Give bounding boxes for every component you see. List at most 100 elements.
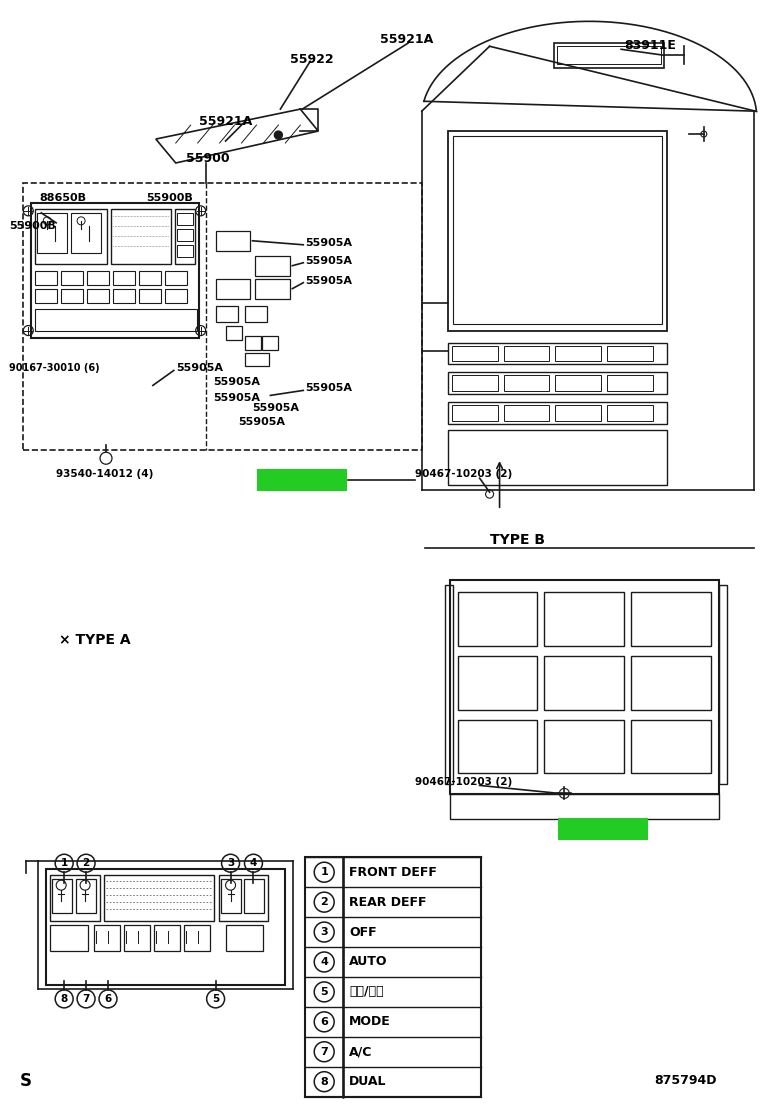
Bar: [451, 406, 498, 421]
Text: 2: 2: [82, 858, 90, 868]
Bar: [544, 719, 624, 774]
Bar: [245, 353, 269, 367]
Bar: [35, 270, 57, 285]
Bar: [607, 406, 653, 421]
Bar: [445, 585, 453, 784]
Text: 1: 1: [61, 858, 68, 868]
Text: 55900B: 55900B: [9, 221, 56, 231]
Bar: [35, 289, 57, 302]
Bar: [61, 270, 83, 285]
Text: 55905A: 55905A: [306, 384, 353, 394]
Bar: [556, 376, 601, 391]
Polygon shape: [156, 109, 318, 163]
Bar: [124, 925, 150, 951]
Bar: [175, 209, 195, 264]
Bar: [450, 794, 719, 820]
Bar: [87, 270, 109, 285]
FancyBboxPatch shape: [559, 818, 648, 841]
Bar: [557, 47, 661, 64]
Bar: [139, 270, 161, 285]
Bar: [451, 346, 498, 361]
Text: 7: 7: [320, 1046, 328, 1056]
Text: 90467-10203 (2): 90467-10203 (2): [415, 469, 512, 479]
Text: 55900: 55900: [185, 152, 230, 166]
Bar: [255, 279, 290, 299]
Bar: [177, 245, 193, 257]
Bar: [556, 406, 601, 421]
Bar: [453, 136, 662, 324]
Bar: [226, 925, 264, 951]
Bar: [113, 270, 135, 285]
Text: REAR DEFF: REAR DEFF: [349, 895, 426, 909]
Bar: [216, 279, 251, 299]
Text: 5: 5: [321, 987, 328, 997]
Text: 8: 8: [61, 994, 68, 1004]
Bar: [631, 656, 711, 709]
Bar: [104, 875, 214, 921]
Bar: [448, 342, 667, 365]
Bar: [458, 592, 537, 646]
Text: 55921A: 55921A: [380, 32, 433, 46]
Text: 55900B: 55900B: [146, 192, 192, 202]
Text: 55905A: 55905A: [306, 276, 353, 286]
Bar: [458, 719, 537, 774]
Bar: [448, 131, 667, 330]
Text: 55922: 55922: [290, 52, 334, 66]
Bar: [631, 719, 711, 774]
Bar: [31, 202, 198, 338]
Bar: [245, 306, 268, 321]
Bar: [37, 212, 67, 252]
Bar: [554, 43, 664, 68]
Text: 55905A: 55905A: [214, 394, 261, 404]
Text: 93540-14012 (4): 93540-14012 (4): [56, 469, 154, 479]
FancyBboxPatch shape: [258, 469, 347, 492]
Text: 90167-30010 (6): 90167-30010 (6): [9, 364, 100, 374]
Text: OFF: OFF: [349, 925, 377, 939]
Text: 8: 8: [320, 1076, 328, 1086]
Bar: [245, 336, 261, 349]
Text: 3: 3: [321, 927, 328, 937]
Text: A/C: A/C: [349, 1045, 372, 1059]
Bar: [544, 656, 624, 709]
Bar: [216, 306, 238, 321]
Text: 6: 6: [320, 1016, 328, 1026]
Bar: [504, 346, 549, 361]
Text: S: S: [19, 1072, 31, 1090]
Text: 55905A: 55905A: [306, 238, 353, 248]
Text: 55905A: 55905A: [306, 256, 353, 266]
Text: DUAL: DUAL: [349, 1075, 387, 1089]
Bar: [219, 875, 268, 921]
Text: AUTO: AUTO: [349, 955, 388, 969]
Bar: [448, 403, 667, 425]
Text: 4: 4: [320, 957, 328, 967]
Bar: [451, 376, 498, 391]
Bar: [607, 376, 653, 391]
Bar: [184, 925, 210, 951]
Text: 4: 4: [250, 858, 257, 868]
Bar: [226, 326, 242, 339]
Bar: [450, 580, 719, 794]
Circle shape: [274, 131, 283, 139]
Bar: [113, 289, 135, 302]
Bar: [154, 925, 179, 951]
Bar: [216, 231, 251, 251]
Bar: [139, 289, 161, 302]
Bar: [61, 289, 83, 302]
Text: 55921A: 55921A: [198, 115, 252, 128]
Text: 5: 5: [212, 994, 219, 1004]
Bar: [448, 373, 667, 395]
Text: 3: 3: [227, 858, 234, 868]
Bar: [631, 592, 711, 646]
Bar: [50, 875, 100, 921]
Text: 55905A: 55905A: [239, 417, 286, 427]
Text: 内気/外気: 内気/外気: [349, 985, 384, 999]
Text: 55412F: 55412F: [562, 823, 615, 836]
Bar: [262, 336, 278, 349]
Text: 55905A: 55905A: [252, 404, 299, 414]
Bar: [35, 209, 107, 264]
Bar: [50, 925, 88, 951]
Bar: [76, 880, 96, 913]
Bar: [46, 870, 285, 985]
Bar: [177, 229, 193, 241]
Bar: [245, 880, 264, 913]
